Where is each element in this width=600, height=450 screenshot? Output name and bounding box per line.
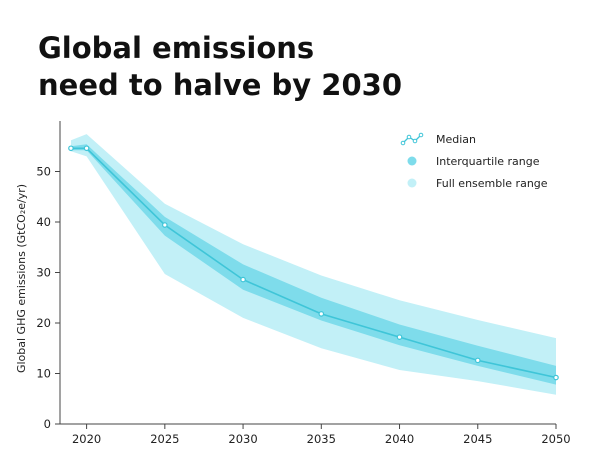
y-tick-label: 20: [36, 316, 51, 330]
y-tick-label: 10: [36, 367, 51, 381]
legend-median-dots: [400, 132, 424, 146]
full-ensemble-band-group: [71, 134, 556, 395]
chart-title: Global emissions need to halve by 2030: [38, 30, 558, 104]
y-tick-label: 0: [44, 417, 51, 431]
median-point: [553, 374, 559, 381]
chart-title-line-2: need to halve by 2030: [38, 68, 403, 102]
median-point: [396, 334, 403, 340]
y-tick-label: 50: [36, 165, 51, 179]
full-ensemble-range-band: [71, 134, 556, 395]
interquartile-band-group: [71, 144, 556, 385]
chart-title-line-1: Global emissions: [38, 31, 315, 65]
legend-median-dot: [412, 138, 418, 144]
median-line: [71, 147, 557, 379]
legend-median-line-icon: [402, 134, 422, 144]
legend-median-label: Median: [436, 133, 476, 146]
median-line-group: [71, 147, 557, 379]
x-tick-label: 2030: [228, 432, 257, 446]
median-point: [68, 145, 74, 152]
legend-median-dot: [418, 132, 424, 138]
x-tick-label: 2040: [385, 432, 414, 446]
x-ticks: 2020 2025 2030 2035 2040 2045 2050: [72, 424, 571, 446]
median-point: [240, 276, 246, 283]
legend-full-range-icon: [407, 178, 417, 188]
median-point: [318, 311, 325, 317]
x-tick-label: 2020: [72, 432, 101, 446]
legend: Median Interquartile range Full ensemble…: [400, 132, 548, 190]
interquartile-range-band: [71, 144, 556, 385]
x-tick-label: 2025: [150, 432, 179, 446]
legend-full-range-label: Full ensemble range: [436, 177, 548, 190]
y-axis-label: Global GHG emissions (GtCO₂e/yr): [15, 184, 28, 373]
median-points: [68, 145, 559, 381]
legend-interquartile-icon: [407, 156, 417, 166]
median-point: [162, 222, 168, 228]
y-tick-label: 40: [36, 215, 51, 229]
legend-interquartile-label: Interquartile range: [436, 155, 540, 168]
y-ticks: 0 10 20 30 40 50: [36, 165, 60, 431]
y-tick-label: 30: [36, 266, 51, 280]
x-tick-label: 2035: [307, 432, 336, 446]
median-point: [474, 357, 481, 364]
legend-median-dot: [406, 134, 412, 140]
x-tick-label: 2045: [463, 432, 492, 446]
median-point: [83, 145, 90, 152]
legend-median-dot: [400, 140, 406, 146]
legend-median-icon: [400, 132, 424, 146]
x-tick-label: 2050: [541, 432, 570, 446]
